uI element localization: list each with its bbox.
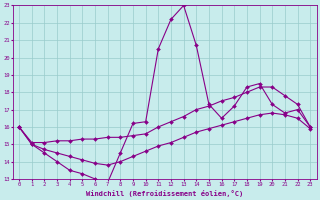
X-axis label: Windchill (Refroidissement éolien,°C): Windchill (Refroidissement éolien,°C) <box>86 190 243 197</box>
